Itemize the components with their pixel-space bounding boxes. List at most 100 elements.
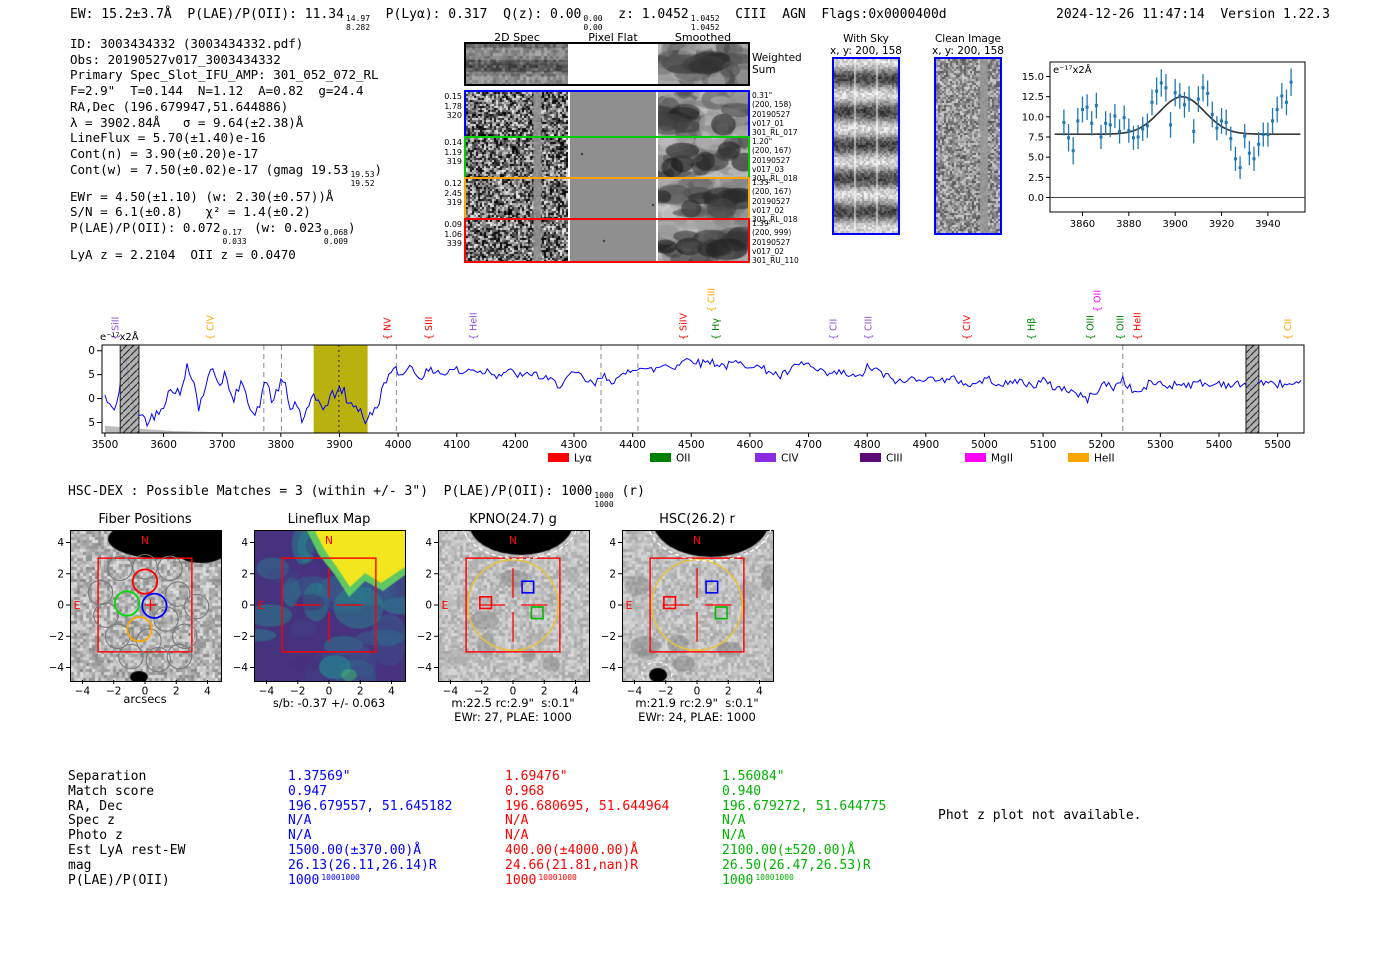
- data-point: [1215, 126, 1219, 130]
- y-tick-label: 2: [425, 568, 432, 580]
- data-point: [1090, 121, 1094, 125]
- y-tick-label: −4: [50, 662, 64, 674]
- x-tick-label: 2: [541, 686, 548, 698]
- stacked-fraction: 10001000: [755, 872, 794, 882]
- x-tick-label: 4200: [502, 439, 529, 451]
- spec2d-segment-spec: [466, 138, 568, 177]
- info-line: S/N = 6.1(±0.8) χ² = 1.4(±0.2): [70, 204, 382, 220]
- text-segment: λ = 3902.84Å σ = 9.64(±2.38)Å: [70, 114, 304, 130]
- y-tick-label: 15: [88, 369, 95, 381]
- ifu-extent-box: [97, 557, 193, 653]
- data-point: [1220, 119, 1224, 123]
- data-point: [1113, 114, 1117, 118]
- table-cell: N/A: [722, 828, 746, 844]
- emission-line-label: { HeII: [1132, 312, 1143, 340]
- data-point: [1131, 136, 1135, 140]
- table-row-label: Est LyA rest-EW: [68, 842, 186, 858]
- cutout-overlay: −4 −4 −2 −2 0 0 2 2 4 4 N E: [418, 530, 579, 698]
- catalog-match-summary: HSC-DEX : Possible Matches = 3 (within +…: [68, 484, 645, 510]
- info-line: ID: 3003434332 (3003434332.pdf): [70, 36, 382, 52]
- spec2d-column-title: Pixel Flat: [588, 31, 638, 44]
- x-tick-label: −2: [658, 686, 673, 698]
- text-segment: Cont(w) = 7.50(±0.02)e-17 (gmag 19.53: [70, 161, 349, 177]
- info-line: LineFlux = 5.70(±1.40)e-16: [70, 130, 382, 146]
- table-cell: 0.968: [505, 783, 545, 799]
- y-tick-label: −4: [234, 662, 248, 674]
- x-tick-label: 3500: [92, 439, 119, 451]
- text-segment: LyA z = 2.2104 OII z = 0.0470: [70, 246, 296, 262]
- text-segment: S/N = 6.1(±0.8) χ² = 1.4(±0.2): [70, 204, 311, 220]
- fiber-circle: [172, 623, 198, 649]
- fiber-circle: [93, 602, 119, 628]
- text-segment: P(Lyα): 0.317 Q(z): 0.00: [370, 7, 582, 22]
- data-point: [1280, 94, 1284, 98]
- y-tick-label: −2: [50, 631, 64, 643]
- spec2d-segment-spec: [466, 220, 568, 261]
- x-tick-label: 0: [142, 686, 149, 698]
- y-tick-label: 5.0: [1028, 153, 1044, 164]
- y-tick-label: 2.5: [1028, 173, 1044, 184]
- legend-label: CIII: [886, 453, 903, 465]
- emission-line-label: { OII: [1093, 290, 1104, 312]
- spec2d-row: [464, 136, 750, 179]
- unit-label: e⁻¹⁷x2Å: [1053, 63, 1092, 76]
- table-cell: 400.00(±4000.00)Å: [505, 842, 639, 858]
- data-point: [1127, 129, 1131, 133]
- x-tick-label: 4800: [854, 439, 881, 451]
- table-cell: N/A: [505, 813, 529, 829]
- text-segment: HSC-DEX : Possible Matches = 3 (within +…: [68, 484, 593, 499]
- spec2d-segment-spec: [466, 44, 568, 84]
- line-fit-plot: 0.0 2.5 5.0 7.5 10.0 12.5 15.0 3860 3880 3900 3920…: [1022, 61, 1306, 230]
- spec2d-row-id: 1.39" (200, 999) 20190527 v017_02 301_RU_110: [752, 219, 799, 266]
- fiber-circle: [107, 555, 133, 581]
- plot-frame: [101, 344, 1305, 434]
- table-cell: N/A: [722, 813, 746, 829]
- x-tick-label: 5500: [1264, 439, 1291, 451]
- y-tick-label: 12.5: [1022, 92, 1044, 103]
- data-point: [1150, 100, 1154, 104]
- stacked-fraction: 10001000: [538, 872, 577, 882]
- y-tick-label: 0: [57, 600, 64, 612]
- legend-label: HeII: [1094, 453, 1115, 465]
- catalog-match-square: [663, 596, 677, 610]
- fiber-circle-highlight: [141, 592, 168, 619]
- fiber-circle: [183, 593, 210, 620]
- text-segment: (r): [613, 484, 645, 499]
- data-point: [1080, 108, 1084, 112]
- text-segment: EWr = 4.50(±1.10) (w: 2.30(±0.57))Å: [70, 188, 334, 204]
- data-point: [1238, 166, 1242, 170]
- table-row: Spec z N/A N/A N/A: [68, 814, 939, 829]
- data-point: [1071, 149, 1075, 153]
- compass-east-label: E: [626, 599, 633, 612]
- fiber-circle: [132, 554, 158, 580]
- y-tick-label: 0: [609, 600, 616, 612]
- table-cell: 196.680695, 51.644964: [505, 798, 670, 814]
- stacked-fraction: 19.53 19.52: [350, 169, 375, 188]
- info-line: λ = 3902.84Å σ = 9.64(±2.38)Å: [70, 115, 382, 131]
- x-tick-label: 5400: [1206, 439, 1233, 451]
- table-cell: 26.50(26.47,26.53)R: [722, 857, 871, 873]
- data-point: [1224, 120, 1228, 124]
- y-tick-label: 2: [609, 568, 616, 580]
- fiber-circle: [118, 643, 144, 670]
- emission-line-label: { SIII: [424, 317, 435, 341]
- spec2d-segment-flat: [570, 138, 656, 177]
- cutout-caption: EWr: 27, PLAE: 1000: [454, 710, 572, 724]
- cutout-caption: m:22.5 rc:2.9" s:0.1": [451, 696, 575, 710]
- spec2d-segment-smoothed: [658, 220, 748, 261]
- y-tick-label: 4: [609, 537, 616, 549]
- fiber-circle: [87, 579, 114, 606]
- sky-panel-canvas: [834, 59, 898, 233]
- spec2d-row-weights: 0.14 1.19 319: [444, 138, 462, 166]
- x-tick-label: −4: [259, 686, 275, 698]
- x-tick-label: 4000: [385, 439, 412, 451]
- x-tick-label: 5300: [1147, 439, 1174, 451]
- y-tick-label: −4: [602, 662, 616, 674]
- compass-east-label: E: [258, 599, 265, 612]
- text-segment: ID: 3003434332 (3003434332.pdf): [70, 36, 304, 51]
- x-tick-label: 4: [204, 686, 211, 698]
- spec2d-row-id: Weighted Sum: [752, 52, 802, 76]
